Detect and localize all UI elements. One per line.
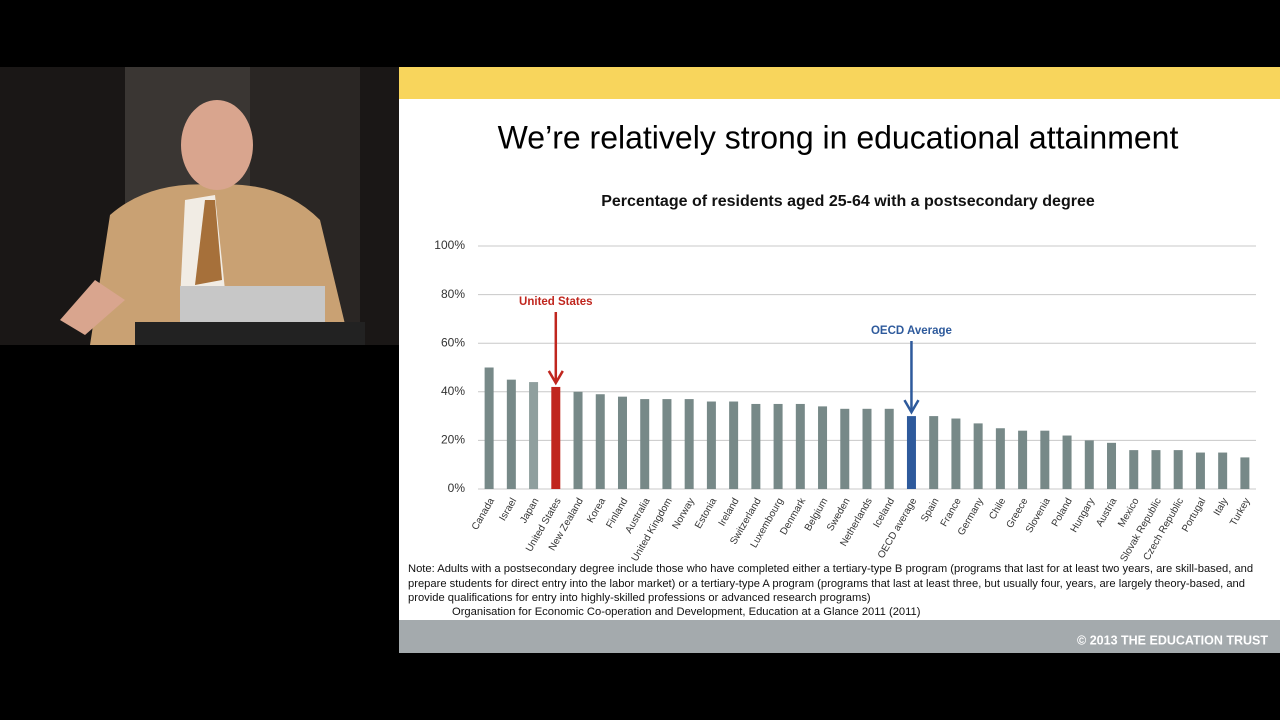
speaker-head <box>181 100 253 190</box>
bar <box>1218 452 1228 489</box>
chart-title: Percentage of residents aged 25-64 with … <box>601 193 1095 210</box>
note: Note: Adults with a postsecondary degree… <box>408 563 1254 604</box>
bar <box>862 408 872 489</box>
bar <box>529 382 539 489</box>
laptop <box>180 286 325 326</box>
y-tick-label: 40% <box>441 384 465 398</box>
bar <box>1195 452 1205 489</box>
bar <box>951 418 961 489</box>
bar <box>929 416 939 489</box>
bar <box>1040 430 1050 489</box>
bar <box>1129 450 1139 489</box>
slide-title: We’re relatively strong in educational a… <box>498 119 1179 155</box>
speaker-hand <box>60 280 125 335</box>
slide <box>399 67 1280 653</box>
bar <box>551 386 561 489</box>
annotation: OECD Average <box>871 325 952 337</box>
y-tick-label: 0% <box>448 481 466 495</box>
bar <box>1173 450 1183 489</box>
bar <box>773 403 783 489</box>
bar <box>840 408 850 489</box>
bar <box>484 367 494 489</box>
bar <box>1240 457 1250 489</box>
bar <box>1018 430 1028 489</box>
bar <box>1107 442 1117 489</box>
annotation-arrowhead <box>547 370 564 386</box>
footer-credit: © 2013 THE EDUCATION TRUST <box>1077 633 1268 647</box>
bar <box>818 406 828 489</box>
annotation: United States <box>519 296 593 308</box>
bar <box>906 416 916 489</box>
bar <box>573 391 583 489</box>
bar <box>884 408 894 489</box>
bar <box>995 428 1005 489</box>
y-tick-label: 60% <box>441 335 465 349</box>
speaker-tie <box>195 200 222 285</box>
bar <box>1151 450 1161 489</box>
bar <box>617 396 627 489</box>
bar <box>751 403 761 489</box>
bar <box>706 401 716 489</box>
bar <box>1062 435 1072 489</box>
podium <box>135 322 365 345</box>
bar <box>506 379 516 489</box>
bar <box>795 403 805 489</box>
bar <box>595 394 605 489</box>
source: Organisation for Economic Co-operation a… <box>452 606 921 618</box>
y-tick-label: 100% <box>434 238 465 252</box>
bar <box>973 423 983 489</box>
slide-footer-bar <box>399 620 1280 653</box>
bar <box>684 399 694 489</box>
bar <box>729 401 739 489</box>
bar <box>662 399 672 489</box>
annotation-arrowhead <box>903 399 920 415</box>
bar <box>640 399 650 489</box>
y-tick-label: 20% <box>441 433 465 447</box>
bar <box>1084 440 1094 489</box>
slide-header-bar <box>399 67 1280 99</box>
y-tick-label: 80% <box>441 287 465 301</box>
